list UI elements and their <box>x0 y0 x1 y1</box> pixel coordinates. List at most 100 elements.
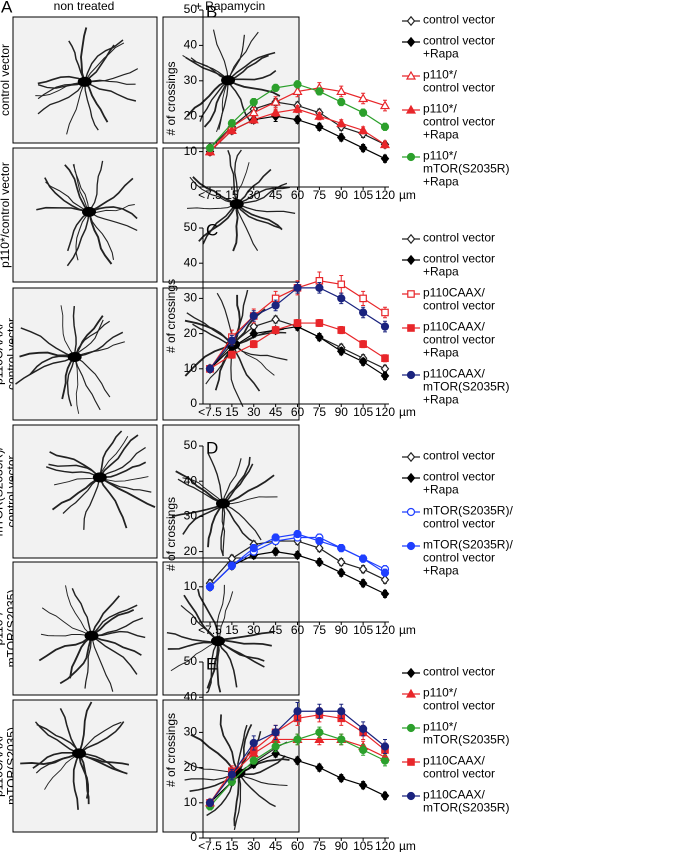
marker <box>293 707 302 716</box>
dendrite <box>51 476 101 511</box>
y-tick-label: 40 <box>184 255 198 269</box>
marker <box>227 770 236 779</box>
dendrite <box>62 476 101 514</box>
dendrite <box>236 203 296 215</box>
marker <box>249 328 259 339</box>
dendrite <box>73 315 104 358</box>
marker <box>315 557 324 568</box>
series <box>204 103 391 156</box>
panel-label: E <box>206 654 217 673</box>
panel-label: B <box>206 2 217 21</box>
dendrite <box>216 584 225 642</box>
x-tick-label: 45 <box>269 623 283 637</box>
dendrite <box>88 160 104 213</box>
legend-label: control vector <box>423 665 495 679</box>
dendrite <box>36 723 80 754</box>
x-tick-label: <7.5 <box>198 839 222 852</box>
marker <box>315 331 324 343</box>
y-tick-label: 20 <box>184 760 198 774</box>
micrograph <box>162 561 300 696</box>
dendrite <box>88 177 134 213</box>
marker <box>315 87 324 96</box>
dendrite <box>34 721 80 755</box>
marker <box>228 350 236 359</box>
x-tick-label: 75 <box>313 405 327 419</box>
dendrite <box>232 294 241 345</box>
y-axis-label: # of crossings <box>164 61 178 135</box>
x-tick-label: 75 <box>313 623 327 637</box>
dendrite <box>74 356 80 414</box>
x-tick-label: 75 <box>313 839 327 852</box>
dendrite <box>222 503 258 545</box>
dendrite <box>203 79 229 128</box>
legend-label: p110*/control vector <box>423 68 495 95</box>
soma <box>229 199 244 210</box>
marker <box>293 283 302 292</box>
marker <box>249 311 258 321</box>
dendrite <box>186 79 229 117</box>
marker <box>336 346 346 357</box>
marker <box>227 561 236 570</box>
dendrite <box>238 755 286 776</box>
marker <box>379 100 391 110</box>
dendrite <box>222 474 275 505</box>
neuron <box>20 701 130 810</box>
x-tick-label: 15 <box>225 623 239 637</box>
y-tick-label: 40 <box>184 689 198 703</box>
marker <box>380 122 390 131</box>
dendrite <box>99 434 139 478</box>
marker <box>336 557 346 568</box>
x-tick-label: 120 <box>375 623 395 637</box>
x-axis-label: µm <box>399 188 416 202</box>
soma <box>77 76 92 87</box>
dendrite <box>177 478 224 505</box>
marker <box>271 314 280 325</box>
x-tick-label: 120 <box>375 188 395 202</box>
y-tick-label: 10 <box>184 579 198 593</box>
y-axis-label: # of crossings <box>164 497 178 571</box>
marker <box>380 756 390 765</box>
dendrite <box>233 772 242 831</box>
dendrite <box>192 176 238 205</box>
x-tick-label: 90 <box>335 839 349 852</box>
y-tick-label: 40 <box>184 38 198 52</box>
dendrite <box>183 594 219 642</box>
dendrite <box>236 203 283 231</box>
marker <box>271 83 280 92</box>
x-tick-label: 15 <box>225 188 239 202</box>
legend-label: control vector <box>423 449 495 463</box>
dendrite <box>237 724 248 774</box>
marker <box>359 308 368 317</box>
dendrite <box>217 631 274 642</box>
marker <box>379 139 391 149</box>
dendrite <box>219 714 240 774</box>
marker <box>227 336 236 345</box>
dendrite <box>189 176 237 205</box>
marker <box>337 735 346 744</box>
dendrite <box>53 476 100 486</box>
marker <box>358 142 368 154</box>
dendrite <box>237 724 253 774</box>
marker <box>205 798 215 807</box>
dendrite <box>78 752 124 773</box>
marker <box>359 340 367 348</box>
legend-label: p110CAAX/control vector <box>423 286 495 313</box>
dendrite <box>99 461 147 479</box>
dendrite <box>90 608 135 637</box>
marker <box>380 574 390 585</box>
dendrite <box>233 773 240 827</box>
neuron <box>171 452 278 557</box>
dendrite <box>234 149 242 205</box>
y-tick-label: 30 <box>184 725 198 739</box>
marker <box>315 707 324 716</box>
dendrite <box>218 80 229 130</box>
dendrite <box>99 446 146 478</box>
x-axis-label: µm <box>399 839 416 852</box>
panel-label: D <box>206 438 218 457</box>
marker <box>271 301 280 310</box>
marker <box>248 114 259 124</box>
dendrite <box>236 182 288 205</box>
marker <box>358 125 369 134</box>
dendrite <box>90 604 138 637</box>
dendrite <box>227 79 253 125</box>
